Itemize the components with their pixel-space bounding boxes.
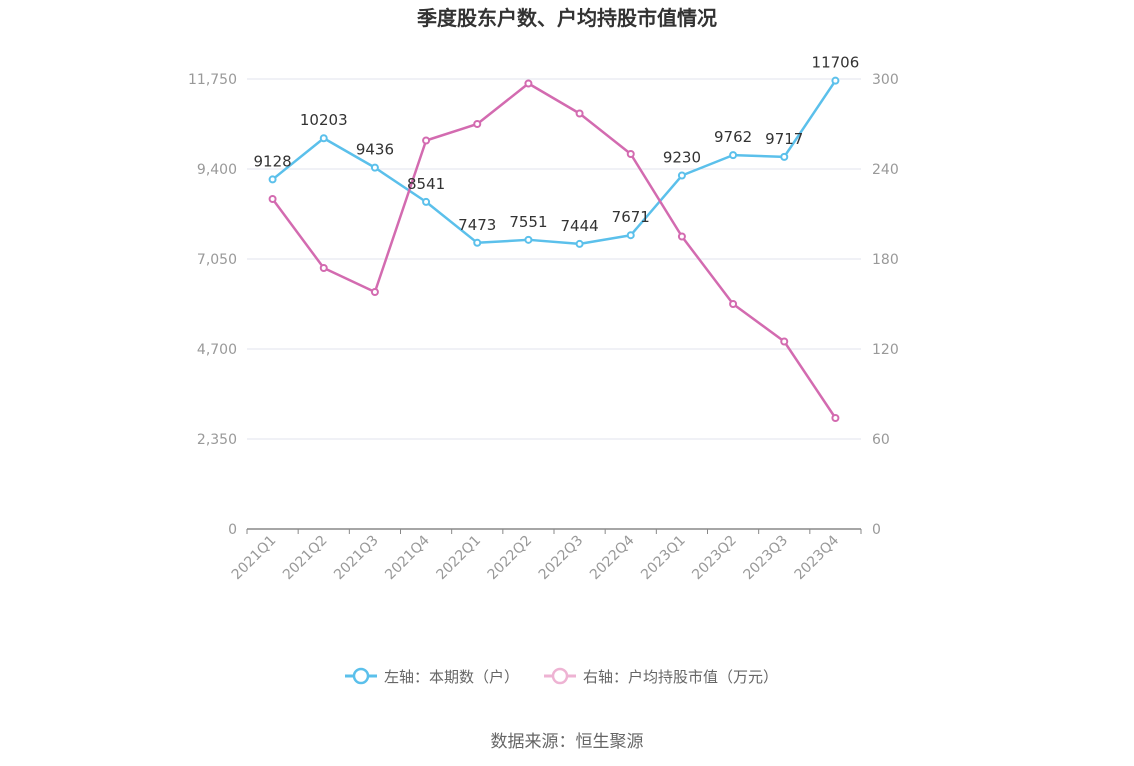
data-point (780, 337, 789, 346)
data-label: 7444 (560, 217, 598, 235)
data-point (626, 150, 635, 158)
y-right-tick-label: 120 (872, 342, 899, 358)
source-note: 数据来源：恒生聚源 (491, 732, 644, 752)
legend-marker (352, 667, 370, 685)
data-point (370, 163, 379, 172)
x-tick-label: 2021Q2 (280, 533, 331, 584)
axes: 0 0 2,350 60 4,700 120 7,050 180 9,400 240 11,750 3… (188, 72, 899, 583)
data-label: 8541 (407, 175, 445, 193)
data-label: 9230 (663, 149, 701, 167)
data-labels: 9128 10203 9436 8541 7473 7551 7444 7671 9230 976… (253, 54, 859, 235)
y-right-tick-label: 180 (872, 252, 899, 268)
data-point (319, 134, 328, 143)
data-point (729, 300, 738, 308)
data-point (473, 238, 482, 247)
chart-title: 季度股东户数、户均持股市值情况 (416, 6, 717, 30)
y-right-tick-label: 300 (872, 72, 899, 88)
legend-item-1[interactable]: 左轴：本期数（户） (345, 667, 519, 686)
data-point (268, 195, 277, 203)
data-label: 7473 (458, 216, 496, 234)
x-tick-label: 2022Q2 (485, 533, 536, 584)
data-point (831, 76, 840, 85)
data-label: 7671 (612, 208, 650, 226)
data-point (677, 171, 686, 180)
data-point (831, 414, 840, 422)
y-left-tick-label: 4,700 (197, 342, 237, 358)
data-point (268, 175, 277, 184)
series-points (268, 76, 840, 422)
data-point (422, 197, 431, 206)
series-line-1 (271, 79, 837, 246)
data-point (626, 231, 635, 240)
y-right-tick-label: 60 (872, 432, 890, 448)
x-tick-label: 2023Q1 (638, 533, 689, 584)
grid-lines (247, 78, 861, 440)
x-tick-label: 2023Q4 (792, 532, 843, 583)
legend-label: 右轴：户均持股市值（万元） (583, 668, 778, 686)
data-point (729, 151, 738, 160)
y-left-tick-label: 2,350 (197, 432, 237, 448)
data-point (575, 239, 584, 248)
y-left-tick-label: 7,050 (197, 252, 237, 268)
data-point (677, 232, 686, 241)
data-point (370, 288, 379, 296)
x-tick-label: 2022Q4 (587, 532, 638, 583)
data-label: 7551 (509, 213, 547, 231)
legend-item-2[interactable]: 右轴：户均持股市值（万元） (544, 667, 778, 686)
data-point (780, 152, 789, 161)
x-tick-label: 2021Q3 (331, 533, 382, 584)
data-point (422, 136, 431, 145)
data-label: 10203 (300, 111, 348, 129)
x-tick-label: 2022Q3 (536, 533, 587, 584)
x-tick-label: 2023Q3 (740, 533, 791, 584)
legend-label: 左轴：本期数（户） (384, 668, 519, 686)
y-left-tick-label: 0 (228, 522, 237, 538)
data-label: 11706 (812, 54, 860, 72)
y-left-tick-label: 9,400 (197, 162, 237, 178)
y-left-tick-label: 11,750 (188, 72, 237, 88)
legend[interactable]: 左轴：本期数（户） 右轴：户均持股市值（万元） (345, 667, 778, 686)
series-lines (271, 79, 837, 419)
data-point (319, 264, 328, 272)
x-tick-label: 2022Q1 (433, 533, 484, 584)
y-right-tick-label: 240 (872, 162, 899, 178)
data-point (473, 120, 482, 128)
x-tick-label: 2023Q2 (689, 533, 740, 584)
data-label: 9436 (356, 141, 394, 159)
data-label: 9128 (253, 152, 291, 170)
x-tick-label: 2021Q4 (382, 532, 433, 583)
data-point (524, 235, 533, 244)
y-right-tick-label: 0 (872, 522, 881, 538)
x-tick-label: 2021Q1 (229, 533, 280, 584)
data-point (524, 79, 533, 88)
data-point (575, 109, 584, 118)
data-label: 9717 (765, 130, 803, 148)
data-label: 9762 (714, 128, 752, 146)
series-line-2 (271, 82, 837, 419)
legend-marker (551, 667, 569, 685)
